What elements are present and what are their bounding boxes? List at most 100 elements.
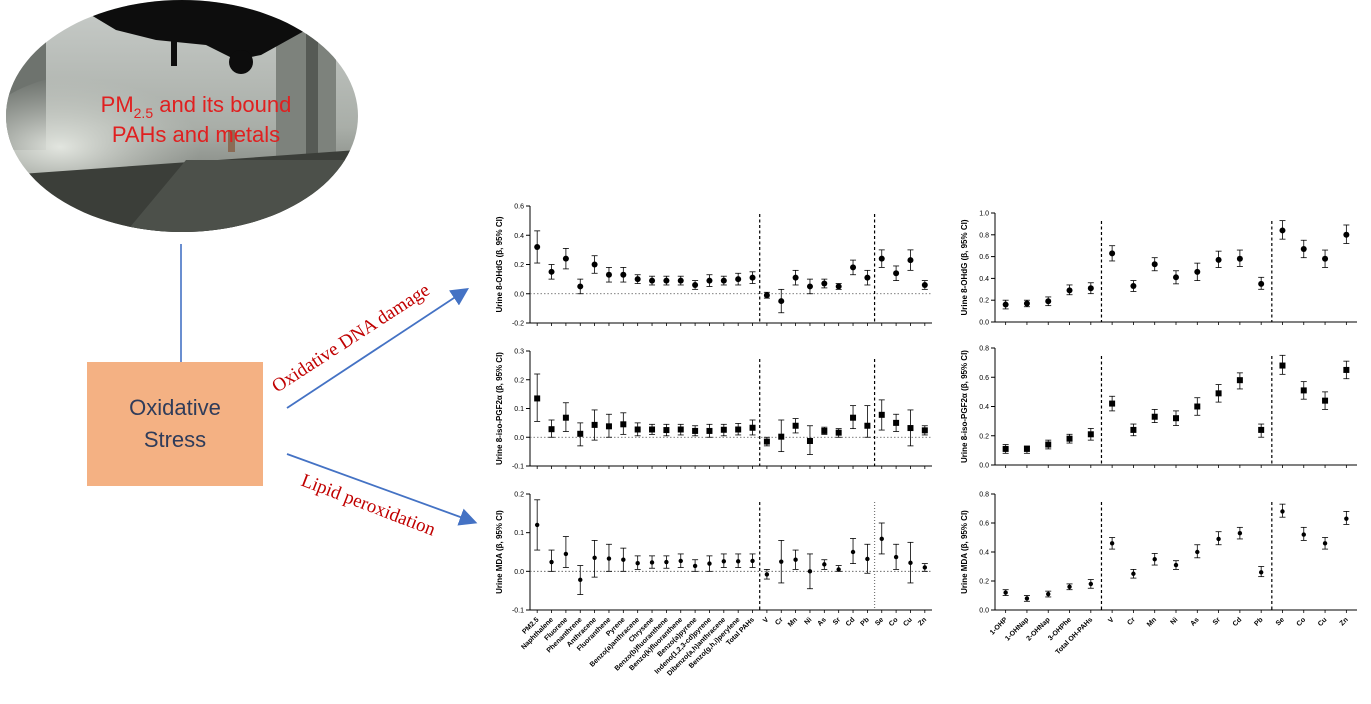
data-point	[1343, 231, 1350, 238]
data-point	[1023, 300, 1030, 307]
data-point	[893, 554, 899, 560]
data-point	[649, 560, 655, 565]
x-tick-label: Se	[874, 616, 885, 627]
data-point	[878, 255, 885, 262]
data-point	[1300, 387, 1307, 394]
data-point	[864, 274, 871, 281]
arrow-label-dna: Oxidative DNA damage	[268, 280, 433, 398]
y-tick-label: -0.2	[512, 321, 524, 328]
y-tick-label: 0.2	[979, 433, 989, 440]
data-point	[605, 271, 612, 278]
data-point	[620, 421, 627, 428]
data-point	[735, 426, 742, 433]
chart-8ohdg-pah: -0.2 0.0 0.2 0.4 0.6 Urine 8-OHdG (β, 95% CI)	[495, 204, 932, 328]
x-tick-label: Mn	[787, 616, 799, 628]
data-point	[534, 243, 541, 250]
data-point	[1130, 283, 1137, 290]
x-tick-label: Co	[888, 616, 900, 628]
x-tick-label: Pb	[1253, 616, 1264, 627]
data-point	[921, 427, 928, 434]
data-point	[591, 261, 598, 268]
data-point	[664, 559, 669, 565]
data-point	[1194, 403, 1201, 410]
data-point	[1023, 445, 1030, 452]
y-axis-label: Urine MDA (β, 95% CI)	[495, 510, 504, 594]
oxidative-stress-box: Oxidative Stress	[87, 362, 263, 486]
data-point	[707, 561, 712, 566]
y-tick-label: 0.6	[979, 375, 989, 382]
data-point	[921, 281, 928, 288]
data-point	[1087, 431, 1094, 438]
x-tick-label: Cd	[845, 616, 857, 628]
data-point	[1216, 536, 1221, 542]
data-point	[807, 569, 813, 574]
data-point	[1045, 441, 1052, 448]
data-point	[778, 298, 785, 305]
data-point	[821, 427, 828, 434]
data-point	[1236, 377, 1243, 384]
x-tick-label: Zn	[1339, 616, 1350, 627]
y-tick-label: 0.4	[979, 404, 989, 411]
y-tick-label: 0.0	[514, 435, 524, 442]
data-point	[1215, 390, 1222, 397]
y-axis-label: Urine 8-OHdG (β, 95% CI)	[495, 216, 504, 312]
y-tick-label: 0.0	[979, 320, 989, 327]
data-point	[778, 433, 785, 440]
x-tick-label: Sr	[832, 616, 842, 626]
y-axis-label: Urine 8-OHdG (β, 95% CI)	[960, 219, 969, 315]
data-point	[793, 557, 798, 562]
data-point	[850, 549, 856, 555]
chart-8ohdg-ohpah: 0.0 0.2 0.4 0.6 0.8 1.0 Urine 8-OHdG (β, 95% C…	[960, 211, 1357, 327]
x-tick-label: V	[1107, 616, 1115, 624]
data-point	[1258, 570, 1264, 575]
x-tick-label: As	[1189, 616, 1200, 627]
data-point	[1322, 397, 1329, 404]
data-point	[563, 551, 569, 557]
data-point	[749, 424, 756, 431]
x-tick-label: As	[816, 616, 827, 627]
x-tick-label: Ni	[1170, 616, 1180, 626]
data-point	[562, 255, 569, 262]
x-tick-label: V	[762, 616, 770, 624]
data-point	[1279, 227, 1286, 234]
y-tick-label: 0.6	[979, 521, 989, 528]
y-tick-label: 0.0	[979, 463, 989, 470]
data-point	[735, 276, 742, 283]
data-point	[750, 558, 755, 564]
y-axis-label: Urine MDA (β, 95% CI)	[960, 510, 969, 594]
data-point	[1066, 435, 1073, 442]
data-point	[749, 274, 756, 281]
data-point	[534, 522, 540, 528]
data-point	[1215, 256, 1222, 263]
data-point	[1344, 516, 1349, 521]
data-point	[1109, 400, 1116, 407]
data-point	[865, 556, 870, 562]
y-tick-label: 0.6	[514, 204, 524, 211]
data-point	[1109, 250, 1116, 257]
y-tick-label: 0.8	[979, 492, 989, 499]
data-point	[1322, 255, 1329, 262]
data-point	[677, 426, 684, 433]
x-tick-label: Se	[1275, 616, 1286, 627]
data-point	[1002, 445, 1009, 452]
data-point	[1280, 509, 1285, 514]
data-point	[922, 565, 928, 570]
y-tick-label: 0.0	[979, 608, 989, 615]
x-tick-label: Cu	[902, 616, 914, 628]
y-tick-label: 0.2	[514, 492, 524, 499]
data-point	[806, 283, 813, 290]
data-point	[1151, 413, 1158, 420]
x-tick-label: Total OH-PAHs	[1055, 616, 1095, 656]
y-tick-label: 0.0	[514, 569, 524, 576]
data-point	[835, 283, 842, 290]
data-point	[721, 559, 727, 564]
data-point	[1152, 557, 1157, 562]
x-tick-label: Cu	[1317, 616, 1329, 628]
data-point	[1173, 562, 1179, 568]
arrow-to-dna	[286, 288, 470, 409]
arrow-label-lipid: Lipid peroxidation	[298, 470, 439, 541]
data-point	[836, 567, 841, 572]
data-point	[779, 559, 784, 564]
data-point	[562, 414, 569, 421]
